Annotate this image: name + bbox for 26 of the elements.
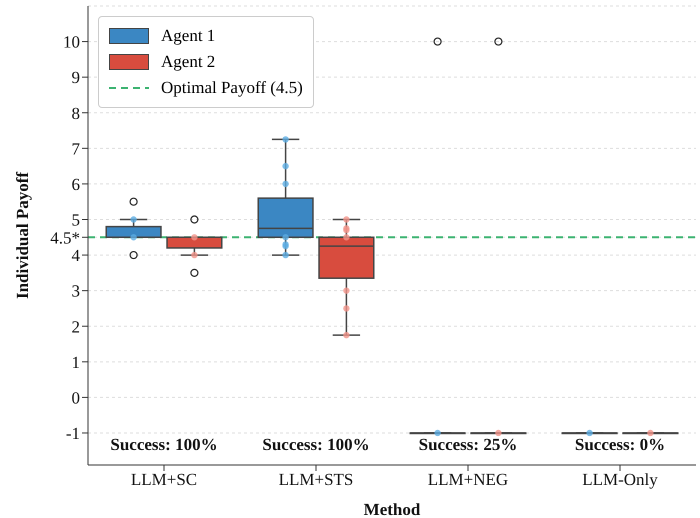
x-tick-label: LLM-Only xyxy=(582,470,658,490)
annotation: Success: 100% xyxy=(109,435,219,455)
y-tick-label: 3 xyxy=(72,282,80,301)
y-axis-title: Individual Payoff xyxy=(13,172,32,300)
legend-label: Optimal Payoff (4.5) xyxy=(161,78,303,98)
y-tick-label: 9 xyxy=(72,68,80,88)
x-tick-label: LLM+NEG xyxy=(428,470,508,490)
y-tick-label: 1 xyxy=(72,352,80,372)
annotation: Success: 100% xyxy=(261,435,371,455)
y-tick-label: -1 xyxy=(66,424,80,444)
y-tick-label: 2 xyxy=(72,317,80,336)
x-tick-label: LLM+SC xyxy=(130,470,198,490)
legend-label: Agent 2 xyxy=(161,52,216,72)
x-axis-title: Method xyxy=(364,500,421,518)
y-tick-label: 10 xyxy=(63,32,80,52)
y-tick-label: 5 xyxy=(72,210,80,230)
y-tick-label: 6 xyxy=(72,174,80,194)
y-tick-label: 4.5* xyxy=(50,228,80,248)
y-tick-label: 7 xyxy=(72,139,80,158)
x-tick-label: LLM+STS xyxy=(278,470,354,490)
annotation: Success: 0% xyxy=(574,435,666,455)
y-tick-label: 8 xyxy=(72,104,80,123)
y-tick-label: 4 xyxy=(72,246,80,266)
legend-label: Agent 1 xyxy=(161,26,216,46)
annotation: Success: 25% xyxy=(418,435,518,455)
y-tick-label: 0 xyxy=(72,388,80,408)
